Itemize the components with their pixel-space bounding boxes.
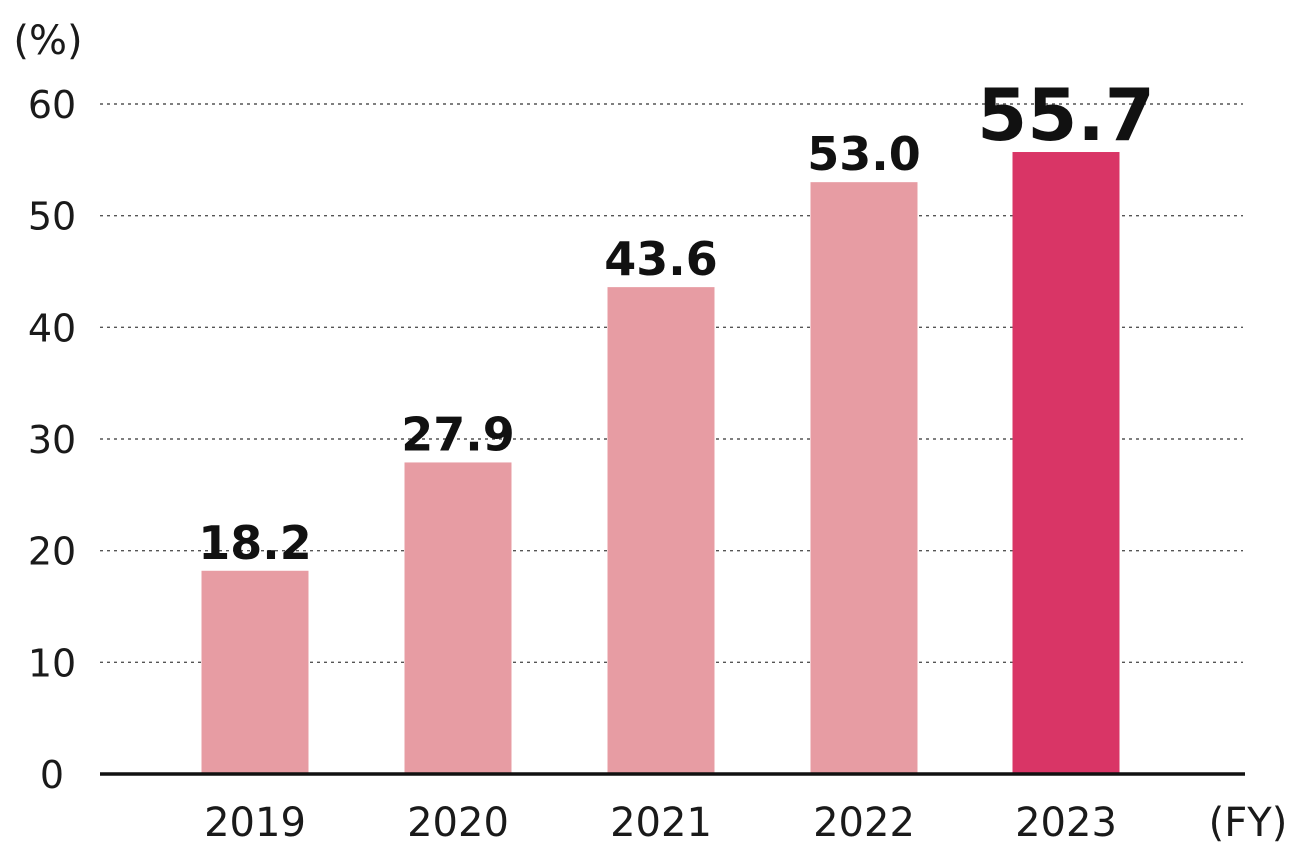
x-tick-label-2022: 2022 bbox=[813, 800, 915, 846]
y-tick-label-10: 10 bbox=[28, 641, 76, 685]
value-label-2019: 18.2 bbox=[198, 516, 312, 570]
y-tick-label-20: 20 bbox=[28, 530, 76, 574]
value-label-2023: 55.7 bbox=[977, 73, 1155, 157]
y-tick-label-40: 40 bbox=[28, 306, 76, 350]
value-label-2021: 43.6 bbox=[604, 232, 718, 286]
value-label-2022: 53.0 bbox=[807, 127, 921, 181]
x-tick-label-2021: 2021 bbox=[610, 800, 712, 846]
y-tick-label-0: 0 bbox=[40, 753, 64, 797]
y-tick-label-50: 50 bbox=[28, 195, 76, 239]
y-tick-label-60: 60 bbox=[28, 83, 76, 127]
x-tick-label-2020: 2020 bbox=[407, 800, 509, 846]
labels: (%) (FY) 0 10 20 30 40 50 60 18.2 2019 27.9 2020 43… bbox=[13, 18, 1287, 846]
x-tick-label-2019: 2019 bbox=[204, 800, 306, 846]
value-label-2020: 27.9 bbox=[401, 407, 515, 461]
x-unit-label: (FY) bbox=[1209, 800, 1288, 846]
bar-2020 bbox=[404, 462, 512, 774]
x-tick-label-2023: 2023 bbox=[1015, 800, 1117, 846]
y-unit-label: (%) bbox=[13, 18, 82, 64]
y-tick-label-30: 30 bbox=[28, 418, 76, 462]
bar-2019 bbox=[201, 570, 309, 774]
bar-2022 bbox=[810, 182, 918, 774]
bar-2023 bbox=[1012, 152, 1120, 774]
bar-2021 bbox=[607, 287, 715, 774]
bars bbox=[201, 152, 1120, 774]
